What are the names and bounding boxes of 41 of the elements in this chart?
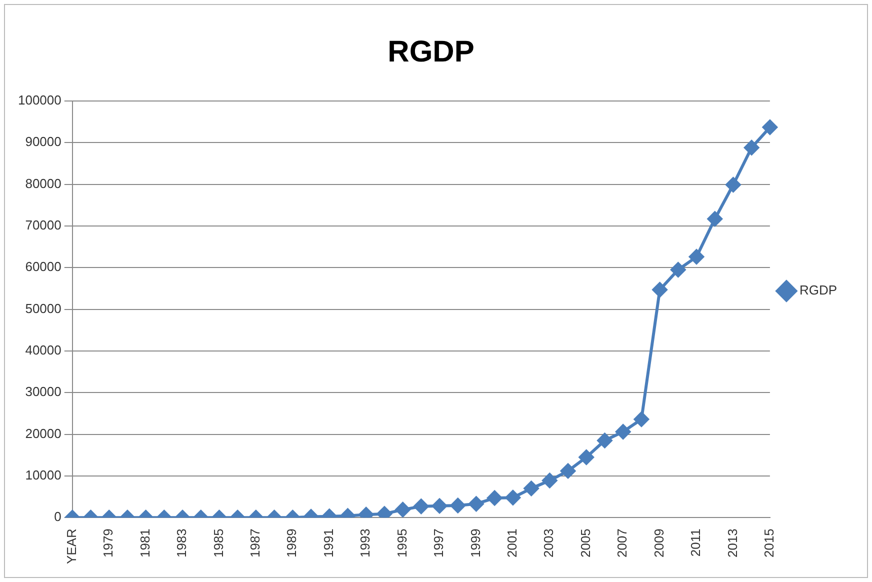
point xyxy=(376,506,392,518)
x-tick-label: 1983 xyxy=(174,528,190,558)
x-tick-label: 2005 xyxy=(578,528,593,558)
x-tick-label: 2007 xyxy=(614,528,630,558)
point xyxy=(726,177,741,192)
legend-label: RGDP xyxy=(799,282,838,298)
point xyxy=(689,249,704,264)
x-tick-label: 2013 xyxy=(724,528,740,558)
y-tick-label: 10000 xyxy=(25,468,62,483)
x-tick-label: 1981 xyxy=(137,528,152,558)
y-tick-label: 80000 xyxy=(25,176,62,191)
x-tick-label: 1997 xyxy=(431,528,446,558)
x-tick-label: 1999 xyxy=(468,528,483,558)
x-tick-label: 1979 xyxy=(100,528,116,558)
y-tick-label: 20000 xyxy=(25,426,62,441)
y-tick-label: 100000 xyxy=(18,92,62,108)
y-tick-label: 90000 xyxy=(25,134,62,150)
point xyxy=(652,282,668,298)
point xyxy=(762,120,778,135)
point xyxy=(744,140,760,156)
x-tick-label: 2011 xyxy=(688,528,704,557)
x-tick-label: 1991 xyxy=(320,528,336,558)
x-tick-label: 2015 xyxy=(762,528,777,558)
chart-title: RGDP xyxy=(388,35,474,68)
x-tick-label: 1985 xyxy=(210,528,226,558)
y-tick-label: 40000 xyxy=(25,342,62,358)
y-tick-label: 70000 xyxy=(25,218,62,233)
point xyxy=(707,211,722,226)
y-tick-label: 0 xyxy=(54,509,62,524)
x-tick-label: 1987 xyxy=(248,528,263,558)
x-tick-label: 1995 xyxy=(394,528,410,558)
y-tick-label: 30000 xyxy=(25,384,62,400)
x-tick-label: 1989 xyxy=(284,528,300,558)
x-tick-label: 2003 xyxy=(541,528,556,558)
x-tick-label: 1993 xyxy=(358,528,373,558)
x-tick-label: YEAR xyxy=(64,528,79,564)
y-tick-label: 50000 xyxy=(25,300,62,316)
y-tick-label: 60000 xyxy=(25,259,62,274)
x-tick-label: 2001 xyxy=(504,528,520,558)
point xyxy=(670,262,686,278)
x-tick-label: 2009 xyxy=(651,528,666,558)
